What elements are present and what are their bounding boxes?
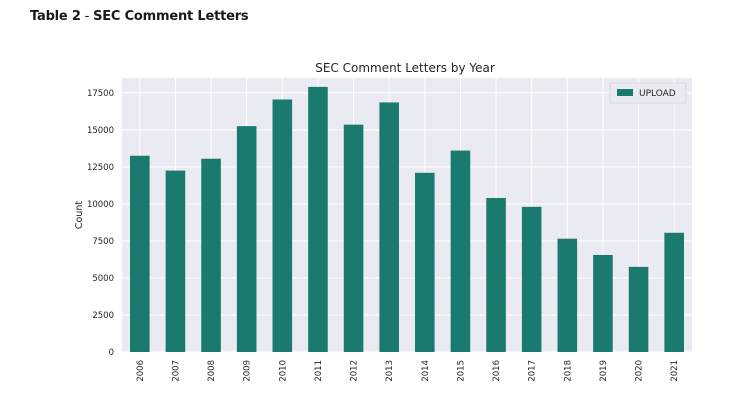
bar-2007 — [165, 170, 186, 352]
bars — [130, 86, 684, 353]
x-tick-label: 2014 — [421, 360, 431, 382]
x-tick-label: 2010 — [278, 360, 288, 382]
bar-2008 — [201, 158, 221, 352]
y-tick-label: 5000 — [92, 274, 114, 284]
bar-2009 — [236, 126, 257, 352]
legend-box — [609, 82, 687, 104]
y-tick-label: 7500 — [92, 237, 114, 247]
bar-2020 — [628, 266, 649, 352]
legend: UPLOAD — [609, 82, 687, 104]
bar-2011 — [308, 86, 328, 353]
x-tick-label: 2008 — [207, 360, 217, 382]
x-tick-label: 2015 — [456, 360, 466, 382]
y-tick-label: 15000 — [87, 126, 114, 136]
legend-label: UPLOAD — [639, 89, 676, 99]
y-tick-label: 0 — [109, 348, 114, 358]
bar-2015 — [450, 150, 471, 352]
bar-2016 — [486, 197, 506, 352]
x-tick-label: 2018 — [563, 360, 573, 382]
x-tick-label: 2021 — [670, 360, 680, 382]
bar-2018 — [557, 238, 578, 352]
y-axis-label: Count — [74, 201, 85, 229]
y-tick-label: 10000 — [87, 200, 114, 210]
x-tick-label: 2019 — [599, 360, 609, 382]
bar-2021 — [664, 232, 684, 352]
x-tick-label: 2016 — [492, 360, 502, 382]
bar-2010 — [272, 99, 293, 352]
x-axis-ticks: 2006 2007 2008 2009 2010 2011 2012 2013 2014 2015… — [136, 360, 680, 382]
table-number: Table 2 — [30, 9, 81, 24]
x-tick-label: 2006 — [136, 360, 146, 382]
table-heading: Table 2 - SEC Comment Letters — [30, 9, 249, 24]
x-tick-label: 2020 — [635, 360, 645, 382]
x-tick-label: 2013 — [385, 360, 395, 382]
x-tick-label: 2007 — [171, 360, 181, 382]
table-title: SEC Comment Letters — [93, 9, 249, 24]
x-tick-label: 2009 — [243, 360, 253, 382]
y-axis-ticks: 0 2500 5000 7500 10000 12500 15000 17500 — [87, 89, 114, 358]
x-tick-label: 2011 — [314, 360, 324, 382]
y-tick-label: 2500 — [92, 311, 114, 321]
bar-2017 — [521, 206, 542, 352]
y-tick-label: 12500 — [87, 163, 114, 173]
x-tick-label: 2017 — [528, 360, 538, 382]
bar-2019 — [593, 254, 613, 352]
x-tick-label: 2012 — [350, 360, 360, 382]
chart-title: SEC Comment Letters by Year — [315, 61, 495, 75]
legend-swatch — [617, 89, 633, 96]
bar-2013 — [379, 102, 399, 352]
bar-2012 — [343, 124, 364, 352]
bar-2006 — [130, 155, 150, 352]
heading-separator: - — [80, 9, 94, 24]
y-tick-label: 17500 — [87, 89, 114, 99]
bar-2014 — [415, 172, 435, 352]
